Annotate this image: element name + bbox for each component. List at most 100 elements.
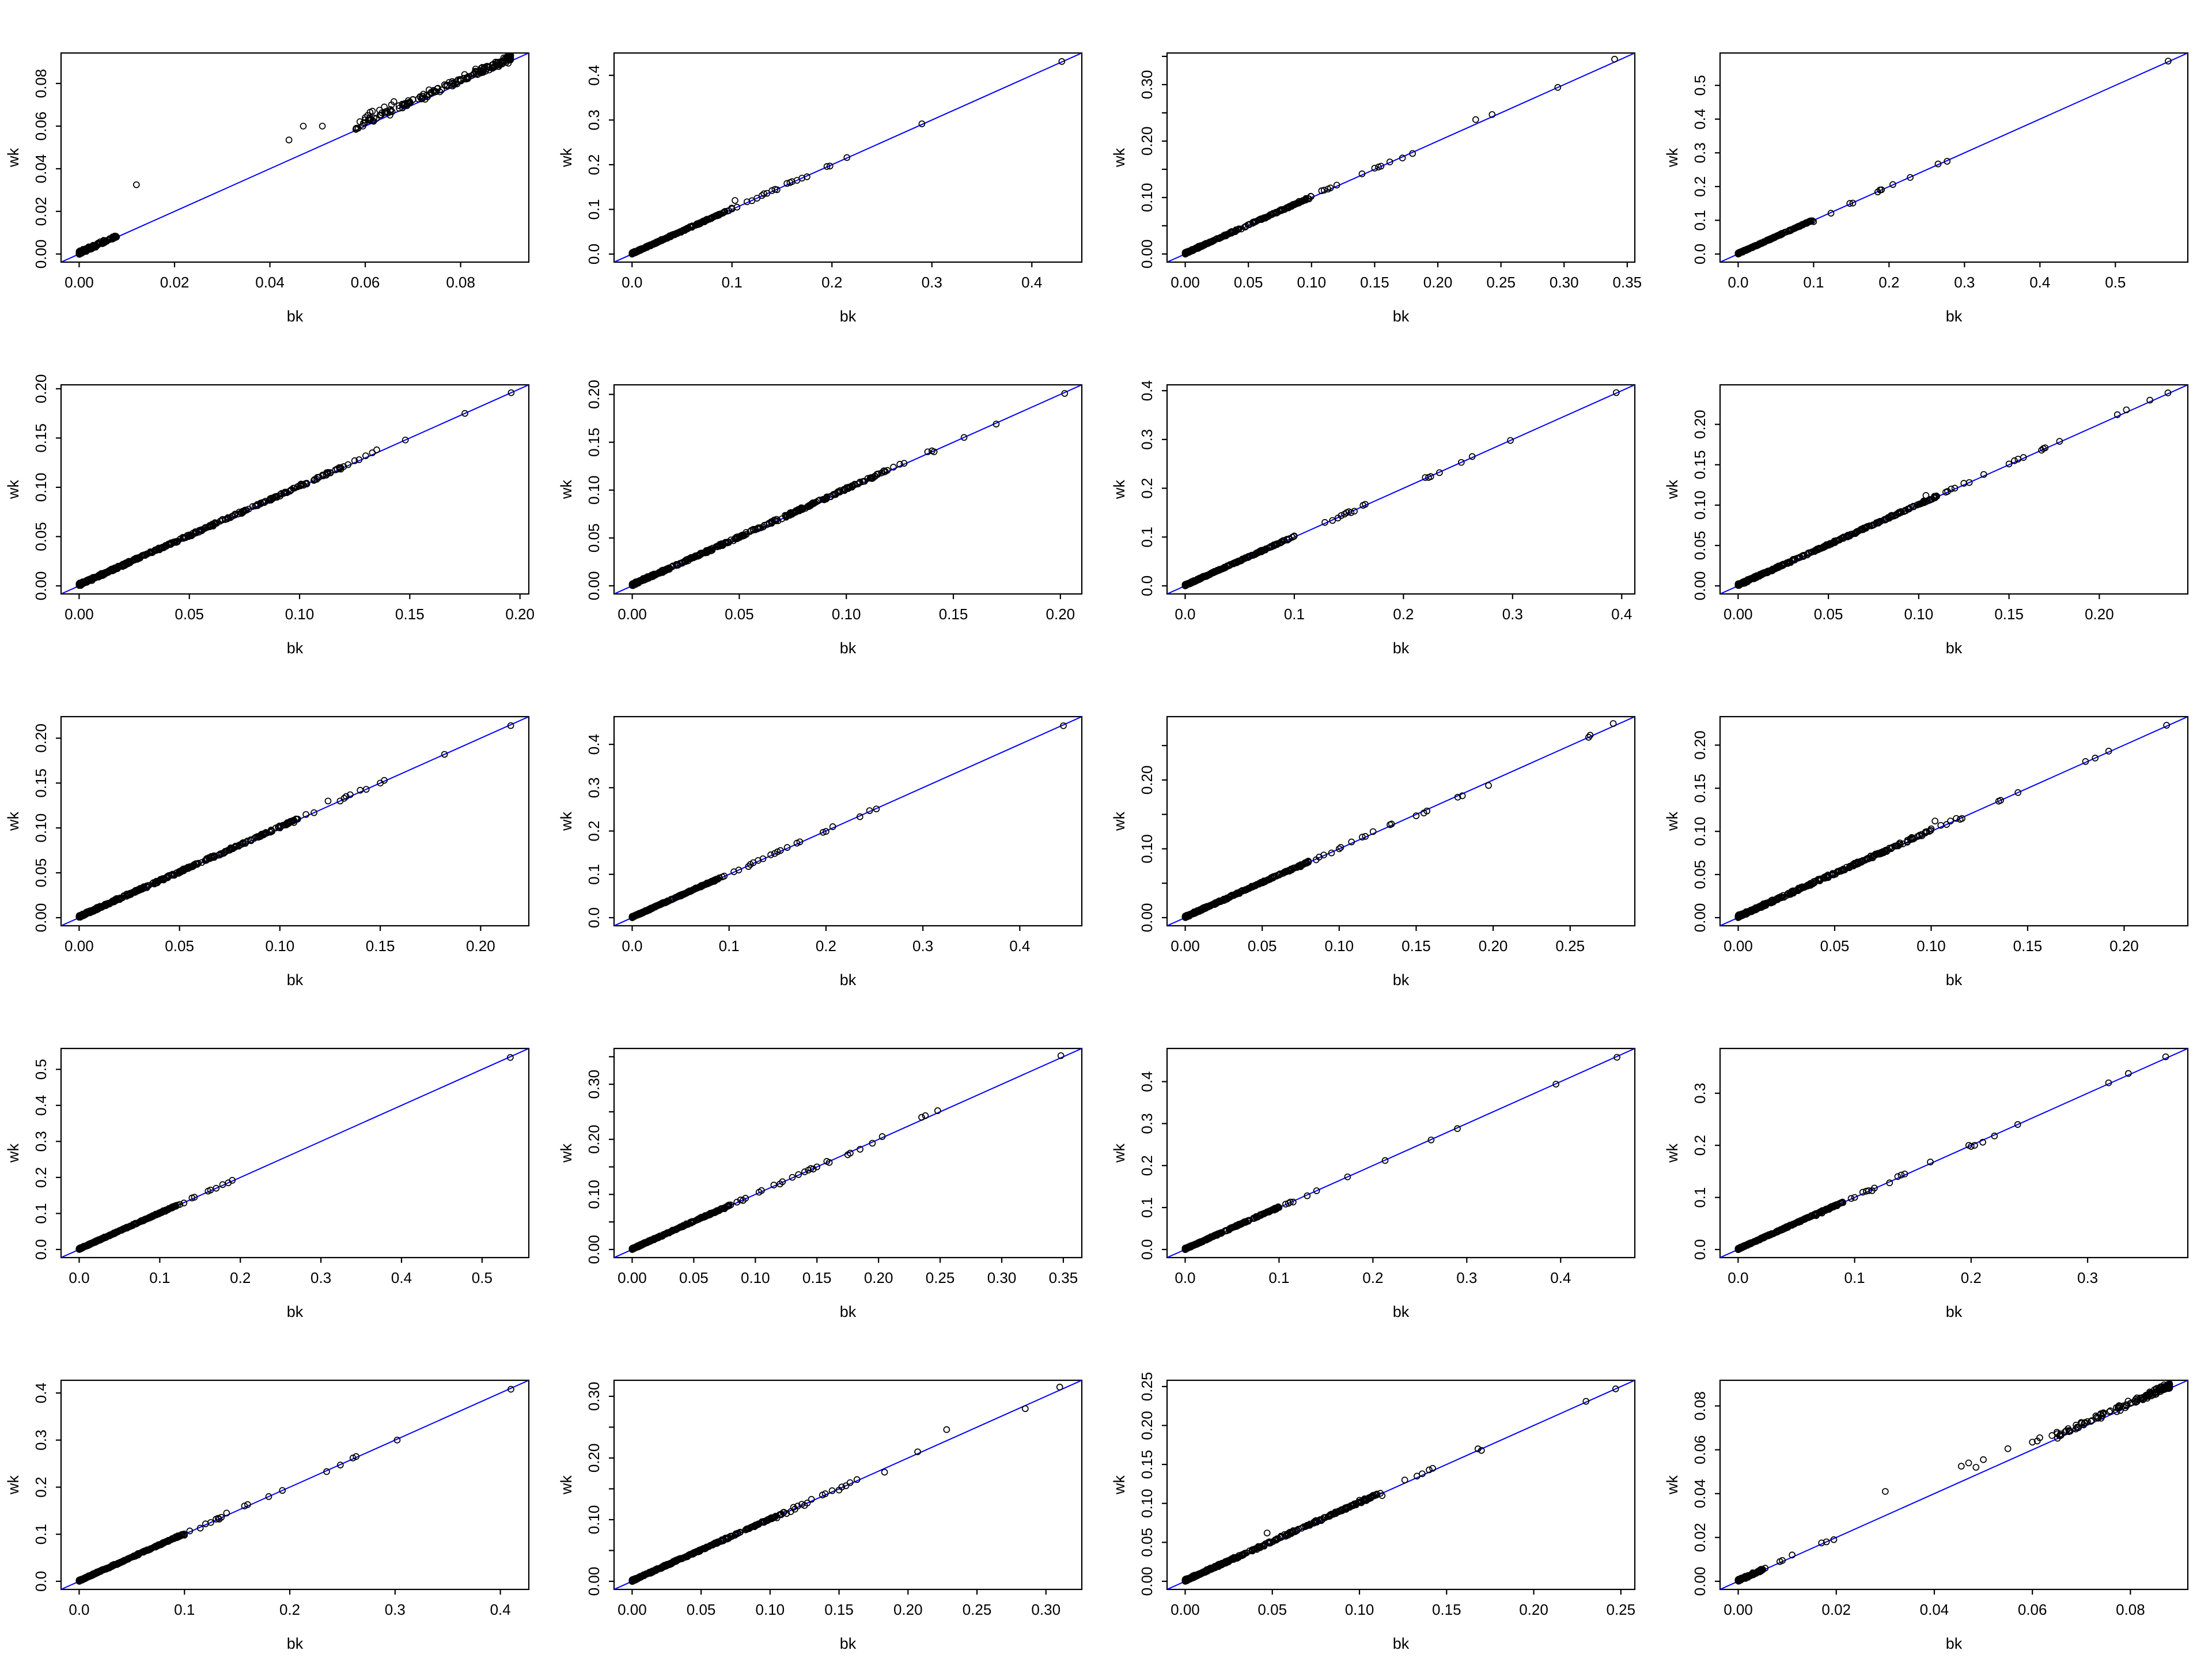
x-tick-label: 0.0 <box>69 1269 89 1286</box>
y-axis-label: wk <box>5 812 22 831</box>
data-point <box>179 866 186 873</box>
data-point <box>1756 903 1763 910</box>
x-axis: 0.00 0.05 0.10 0.15 0.20 <box>65 926 495 955</box>
data-point <box>1200 241 1208 248</box>
x-axis: 0.00 0.05 0.10 0.15 0.20 <box>1724 594 2114 623</box>
data-point <box>836 488 843 495</box>
x-tick-label: 0.06 <box>351 274 380 291</box>
data-point <box>1878 186 1885 194</box>
data-point <box>844 484 852 491</box>
data-point <box>177 535 184 543</box>
data-point <box>823 828 830 835</box>
data-point <box>1846 200 1854 207</box>
data-point <box>745 863 752 870</box>
y-tick-label: 0.05 <box>1691 531 1709 561</box>
data-point <box>1485 782 1492 789</box>
data-points <box>1181 720 1617 921</box>
data-point <box>1899 840 1907 847</box>
data-point <box>247 836 254 843</box>
data-point <box>713 212 720 219</box>
data-point <box>260 499 267 506</box>
data-point <box>1843 864 1850 871</box>
data-point <box>759 855 767 862</box>
data-point <box>1853 529 1859 536</box>
data-point <box>1249 218 1256 226</box>
data-point <box>218 850 225 857</box>
data-point <box>1944 158 1951 165</box>
data-point <box>820 828 827 836</box>
x-tick-label: 0.20 <box>1046 605 1075 623</box>
data-point <box>665 233 673 241</box>
data-point <box>2011 457 2018 464</box>
data-point <box>1209 569 1216 576</box>
data-point <box>816 497 823 503</box>
y-tick-label: 0.2 <box>1691 176 1709 197</box>
data-point <box>826 162 834 170</box>
data-point <box>1794 223 1801 230</box>
data-point <box>691 553 699 560</box>
data-point <box>1459 792 1466 800</box>
data-point <box>820 496 827 503</box>
data-point <box>1781 561 1789 567</box>
data-point <box>402 436 409 444</box>
x-tick-label: 0.5 <box>2105 274 2126 291</box>
data-point <box>479 64 486 71</box>
y-tick-label: 0.3 <box>1691 142 1709 163</box>
data-point <box>711 877 718 885</box>
data-point <box>1371 165 1378 172</box>
data-point <box>638 245 646 252</box>
y-tick-label: 0.0 <box>1691 244 1709 264</box>
x-tick-label: 0.0 <box>1175 605 1195 623</box>
x-axis: 0.0 0.1 0.2 0.3 0.4 <box>622 262 1042 291</box>
data-point <box>1943 821 1950 828</box>
data-point <box>1741 247 1748 254</box>
data-point <box>1770 898 1778 905</box>
x-tick-label: 0.00 <box>65 937 94 955</box>
y-tick-label: 0.15 <box>32 768 50 798</box>
data-point <box>706 215 713 223</box>
data-point <box>2020 454 2027 461</box>
x-tick-label: 0.1 <box>722 274 743 291</box>
x-tick-label: 0.20 <box>2085 605 2114 623</box>
y-tick-label: 0.15 <box>32 423 50 453</box>
y-tick-label: 0.1 <box>585 864 603 885</box>
data-point <box>1436 469 1443 476</box>
data-point <box>228 513 236 520</box>
data-point <box>2092 755 2099 762</box>
x-tick-label: 0.00 <box>65 605 94 623</box>
data-point <box>1609 720 1617 727</box>
data-point <box>319 471 326 479</box>
y-axis-label: wk <box>1664 148 1681 168</box>
x-tick-label: 0.25 <box>1486 274 1516 291</box>
data-point <box>753 195 760 202</box>
data-point <box>1291 200 1299 208</box>
data-point <box>1285 205 1292 211</box>
data-point <box>743 198 751 206</box>
data-point <box>1902 507 1908 514</box>
y-tick-label: 0.20 <box>32 724 50 753</box>
data-point <box>474 71 481 78</box>
data-point <box>1253 549 1260 556</box>
data-point <box>132 181 140 188</box>
y-tick-label: 0.00 <box>1691 903 1709 933</box>
x-tick-label: 0.00 <box>1724 937 1753 955</box>
data-point <box>1882 516 1889 523</box>
plot-box <box>613 384 1083 595</box>
data-point <box>327 469 334 476</box>
data-point <box>155 544 162 552</box>
data-point <box>243 506 250 514</box>
data-point <box>1327 184 1334 192</box>
data-point <box>924 448 931 456</box>
data-point <box>303 480 310 488</box>
data-point <box>1270 542 1277 548</box>
data-point <box>219 516 226 524</box>
data-point <box>495 63 502 70</box>
x-tick-label: 0.0 <box>622 274 642 291</box>
data-point <box>1468 453 1476 460</box>
data-point <box>1369 828 1377 835</box>
y-tick-label: 0.0 <box>32 1239 50 1260</box>
data-point <box>763 190 771 197</box>
x-tick-label: 0.1 <box>149 1269 170 1286</box>
data-points <box>1181 389 1620 589</box>
data-point <box>1997 797 2004 804</box>
